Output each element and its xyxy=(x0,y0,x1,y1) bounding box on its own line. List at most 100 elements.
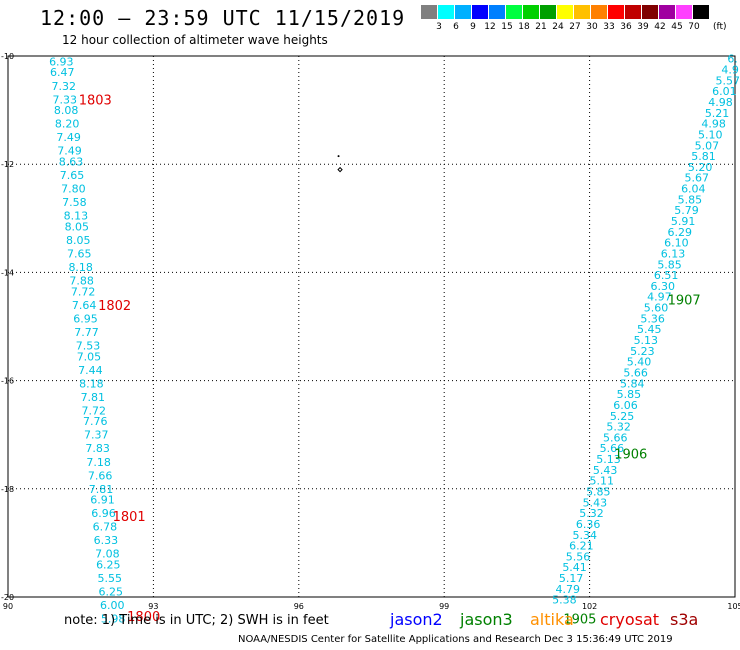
color-scale-label: 39 xyxy=(637,22,649,32)
y-tick-label: -10 xyxy=(1,52,14,61)
wave-height-point: 7.72 xyxy=(71,285,96,298)
wave-height-point: 5.85 xyxy=(678,193,703,206)
wave-height-point: 5.07 xyxy=(695,139,720,152)
wave-height-point: 5.13 xyxy=(634,334,659,347)
wave-height-point: 7.64 xyxy=(72,299,97,312)
wave-height-point: 7.81 xyxy=(89,483,114,496)
wave-height-point: 5.38 xyxy=(552,594,577,607)
wave-height-point: 6.96 xyxy=(91,507,116,520)
wave-height-point: 5.32 xyxy=(606,421,631,434)
wave-height-point: 8.08 xyxy=(54,104,79,117)
wave-height-point: 6.00 xyxy=(100,599,125,612)
color-scale-label: 3 xyxy=(436,22,442,32)
wave-height-point: 5.32 xyxy=(579,507,604,520)
wave-height-point: 5.85 xyxy=(617,388,642,401)
footer-credit: NOAA/NESDIS Center for Satellite Applica… xyxy=(238,634,673,645)
legend-item-s3a: s3a xyxy=(670,610,699,629)
wave-height-point: 5.85 xyxy=(657,258,682,271)
wave-height-point: 6.95 xyxy=(73,312,98,325)
x-tick-label: 99 xyxy=(439,602,449,611)
color-scale-label: 21 xyxy=(535,22,547,32)
wave-height-point: 6.47 xyxy=(50,66,75,79)
wave-height-point: 7.81 xyxy=(81,391,106,404)
wave-height-point: 6.01 xyxy=(712,85,737,98)
wave-height-point: 5.13 xyxy=(596,453,621,466)
pass-time-label: 1803 xyxy=(79,93,112,108)
wave-height-point: 5.20 xyxy=(688,161,713,174)
wave-height-point: 4.98 xyxy=(708,96,733,109)
wave-height-point: 6.21 xyxy=(569,540,594,553)
wave-height-point: 6.33 xyxy=(94,534,119,547)
x-tick-label: 105 xyxy=(727,602,740,611)
color-swatch xyxy=(472,5,488,19)
wave-height-point: 7.66 xyxy=(88,469,113,482)
color-swatch xyxy=(421,5,437,19)
wave-height-point: 8.18 xyxy=(79,377,104,390)
wave-height-point: 5.43 xyxy=(583,496,608,509)
color-scale-label: 27 xyxy=(569,22,581,32)
x-tick-label: 96 xyxy=(294,602,304,611)
wave-height-point: 6.10 xyxy=(664,237,689,250)
plot-frame xyxy=(7,55,736,598)
wave-height-point: 5.56 xyxy=(566,550,591,563)
wave-height-point: 5.57 xyxy=(715,74,740,87)
wave-height-point: 6.25 xyxy=(98,586,123,599)
wave-height-point: 5.17 xyxy=(559,572,584,585)
wave-height-point: 5.41 xyxy=(562,561,587,574)
wave-height-point: 6.36 xyxy=(576,518,601,531)
color-scale-label: 36 xyxy=(620,22,632,32)
island-outline xyxy=(337,166,343,173)
wave-height-point: 7.77 xyxy=(74,326,99,339)
color-scale-label: 24 xyxy=(552,22,564,32)
wave-height-point: 5.66 xyxy=(623,366,648,379)
wave-height-point: 8.20 xyxy=(55,118,80,131)
island-dot xyxy=(337,155,340,158)
wave-height-point: 5.23 xyxy=(630,345,655,358)
wave-height-point: 5.66 xyxy=(603,431,628,444)
legend-item-jason2: jason2 xyxy=(390,610,443,629)
wave-height-point: 5.21 xyxy=(705,107,730,120)
x-tick-label: 90 xyxy=(3,602,13,611)
color-swatch xyxy=(659,5,675,19)
color-swatch xyxy=(625,5,641,19)
wave-height-point: 7.49 xyxy=(57,145,82,158)
x-tick-label: 102 xyxy=(582,602,597,611)
color-scale-label: 70 xyxy=(688,22,700,32)
wave-height-point: 6.13 xyxy=(661,247,686,260)
wave-height-point: 8.05 xyxy=(65,220,90,233)
color-scale-label: 12 xyxy=(484,22,496,32)
wave-height-point: 6.06 xyxy=(613,399,638,412)
wave-height-point: 7.44 xyxy=(78,364,103,377)
wave-height-point: 5.36 xyxy=(640,312,665,325)
y-tick-label: -16 xyxy=(1,377,14,386)
x-tick-label: 93 xyxy=(148,602,158,611)
wave-height-point: 7.53 xyxy=(76,339,101,352)
legend-item-altika: altika xyxy=(530,610,574,629)
wave-height-point: 4.79 xyxy=(556,583,581,596)
wave-height-point: 7.18 xyxy=(86,456,111,469)
wave-height-point: 5.45 xyxy=(637,323,662,336)
color-swatch xyxy=(455,5,471,19)
color-scale-label: 42 xyxy=(654,22,666,32)
wave-height-point: 7.88 xyxy=(69,275,94,288)
color-scale-label: 30 xyxy=(586,22,598,32)
y-tick-label: -14 xyxy=(1,268,14,277)
wave-height-point: 6.78 xyxy=(93,521,118,534)
wave-height-point: 7.32 xyxy=(51,80,76,93)
wave-height-point: 7.49 xyxy=(56,131,81,144)
color-swatch xyxy=(523,5,539,19)
color-swatch xyxy=(693,5,709,19)
color-swatch xyxy=(506,5,522,19)
footer-note: note: 1) Time is in UTC; 2) SWH is in fe… xyxy=(64,613,329,628)
wave-height-point: 5.91 xyxy=(671,215,696,228)
axes: 90 93 96 99 102 105 -10 -12 -14 -16 -18 -20 xyxy=(1,52,740,611)
pass-time-label: 1800 xyxy=(127,610,160,625)
color-swatch xyxy=(591,5,607,19)
wave-height-point: 8.05 xyxy=(66,234,91,247)
y-tick-label: -18 xyxy=(1,485,14,494)
wave-height-point: 6.91 xyxy=(90,494,115,507)
track-points: 6.936.477.327.338.088.207.497.498.637.65… xyxy=(49,53,740,626)
wave-height-point: 7.37 xyxy=(84,429,109,442)
y-tick-label: -12 xyxy=(1,160,14,169)
color-swatch xyxy=(557,5,573,19)
